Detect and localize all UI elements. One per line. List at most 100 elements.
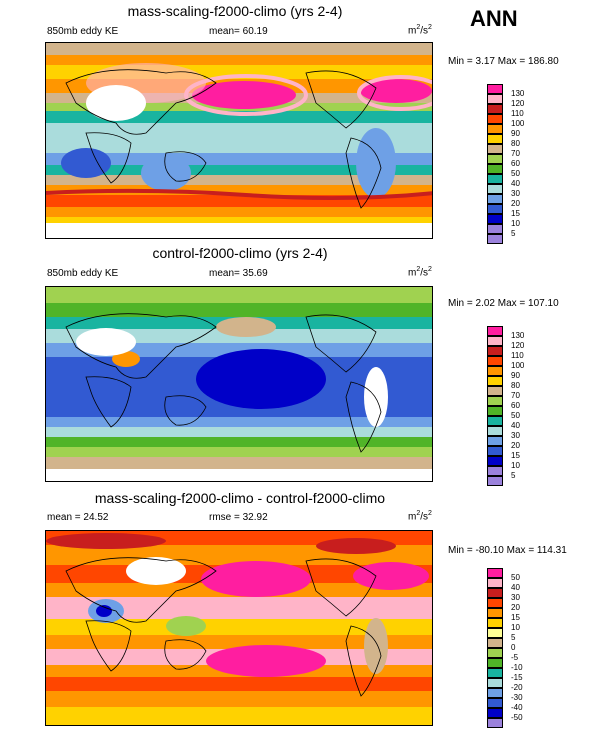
legend-label: 90	[511, 129, 520, 138]
legend-swatch	[487, 194, 503, 204]
legend-label: 40	[511, 583, 520, 592]
legend-swatch	[487, 224, 503, 234]
legend-swatch	[487, 336, 503, 346]
legend-label: 10	[511, 623, 520, 632]
legend-swatch	[487, 668, 503, 678]
legend-label: 10	[511, 461, 520, 470]
legend-swatch	[487, 446, 503, 456]
legend-label: -50	[511, 713, 523, 722]
legend-label: 15	[511, 451, 520, 460]
legend-label: 100	[511, 361, 525, 370]
legend-swatch	[487, 436, 503, 446]
legend-label: 15	[511, 613, 520, 622]
panel-3-center-label: rmse = 32.92	[209, 512, 268, 523]
legend-label: 60	[511, 401, 520, 410]
panel-3-field	[46, 531, 432, 725]
panel-3-minmax: Min = -80.10 Max = 114.31	[448, 545, 567, 556]
legend-label: 50	[511, 573, 520, 582]
legend-label: 5	[511, 471, 516, 480]
legend-label: 70	[511, 391, 520, 400]
legend-label: 90	[511, 371, 520, 380]
legend-swatch	[487, 658, 503, 668]
legend-swatch	[487, 638, 503, 648]
legend-label: 20	[511, 199, 520, 208]
legend-swatch	[487, 406, 503, 416]
legend-swatch	[487, 154, 503, 164]
legend-label: -15	[511, 673, 523, 682]
legend-label: 40	[511, 179, 520, 188]
legend-swatch	[487, 144, 503, 154]
legend-swatch	[487, 678, 503, 688]
legend-swatch	[487, 416, 503, 426]
panel-1-center-label: mean= 60.19	[209, 26, 268, 37]
legend-label: 120	[511, 99, 525, 108]
panel-2-center-label: mean= 35.69	[209, 268, 268, 279]
legend-swatch	[487, 426, 503, 436]
legend-swatch	[487, 204, 503, 214]
panel-2-field	[46, 287, 432, 481]
legend-label: 5	[511, 633, 516, 642]
legend-label: 110	[511, 109, 524, 118]
legend-label: 20	[511, 603, 520, 612]
panel-2-minmax: Min = 2.02 Max = 107.10	[448, 298, 559, 309]
legend-label: -30	[511, 693, 523, 702]
legend-label: 70	[511, 149, 520, 158]
legend-label: 5	[511, 229, 516, 238]
legend-swatch	[487, 718, 503, 728]
panel-2-left-label: 850mb eddy KE	[47, 268, 119, 279]
legend-swatch	[487, 376, 503, 386]
legend-label: 40	[511, 421, 520, 430]
panel-1-minmax: Min = 3.17 Max = 186.80	[448, 56, 559, 67]
legend-swatch	[487, 234, 503, 244]
legend-swatch	[487, 386, 503, 396]
legend-label: 30	[511, 189, 520, 198]
legend-label: 10	[511, 219, 520, 228]
legend-swatch	[487, 588, 503, 598]
panel-3-left-label: mean = 24.52	[47, 512, 109, 523]
legend-swatch	[487, 688, 503, 698]
panel-3-map	[45, 530, 433, 726]
panel-1-map	[45, 42, 433, 239]
legend-label: -5	[511, 653, 519, 662]
legend-label: 100	[511, 119, 525, 128]
panel-1-title: mass-scaling-f2000-climo (yrs 2-4)	[127, 3, 343, 19]
season-label: ANN	[470, 6, 518, 31]
legend-swatch	[487, 396, 503, 406]
legend-swatch	[487, 456, 503, 466]
legend-label: -40	[511, 703, 523, 712]
panel-2-title: control-f2000-climo (yrs 2-4)	[152, 245, 328, 261]
legend-swatch	[487, 356, 503, 366]
legend-label: 50	[511, 169, 520, 178]
legend-label: 80	[511, 381, 520, 390]
legend-swatch	[487, 366, 503, 376]
panel-1-field	[46, 43, 432, 238]
panel-1-left-label: 850mb eddy KE	[47, 26, 119, 37]
legend-swatch	[487, 164, 503, 174]
legend-label: 0	[511, 643, 516, 652]
legend-swatch	[487, 346, 503, 356]
legend-label: 80	[511, 139, 520, 148]
legend-swatch	[487, 94, 503, 104]
legend-swatch	[487, 114, 503, 124]
legend-label: 120	[511, 341, 525, 350]
legend-swatch	[487, 618, 503, 628]
legend-label: -10	[511, 663, 523, 672]
legend-label: 15	[511, 209, 520, 218]
legend-label: 60	[511, 159, 520, 168]
legend-swatch	[487, 476, 503, 486]
legend-swatch	[487, 598, 503, 608]
legend-swatch	[487, 174, 503, 184]
legend-label: 110	[511, 351, 524, 360]
legend-swatch	[487, 134, 503, 144]
legend-label: -20	[511, 683, 523, 692]
panel-3-title: mass-scaling-f2000-climo - control-f2000…	[94, 490, 386, 506]
panel-1-units: m2/s2	[408, 24, 432, 37]
legend-label: 130	[511, 331, 525, 340]
legend-label: 20	[511, 441, 520, 450]
legend-swatch	[487, 104, 503, 114]
legend-label: 30	[511, 593, 520, 602]
legend-swatch	[487, 124, 503, 134]
legend-swatch	[487, 214, 503, 224]
legend-swatch	[487, 648, 503, 658]
legend-swatch	[487, 698, 503, 708]
